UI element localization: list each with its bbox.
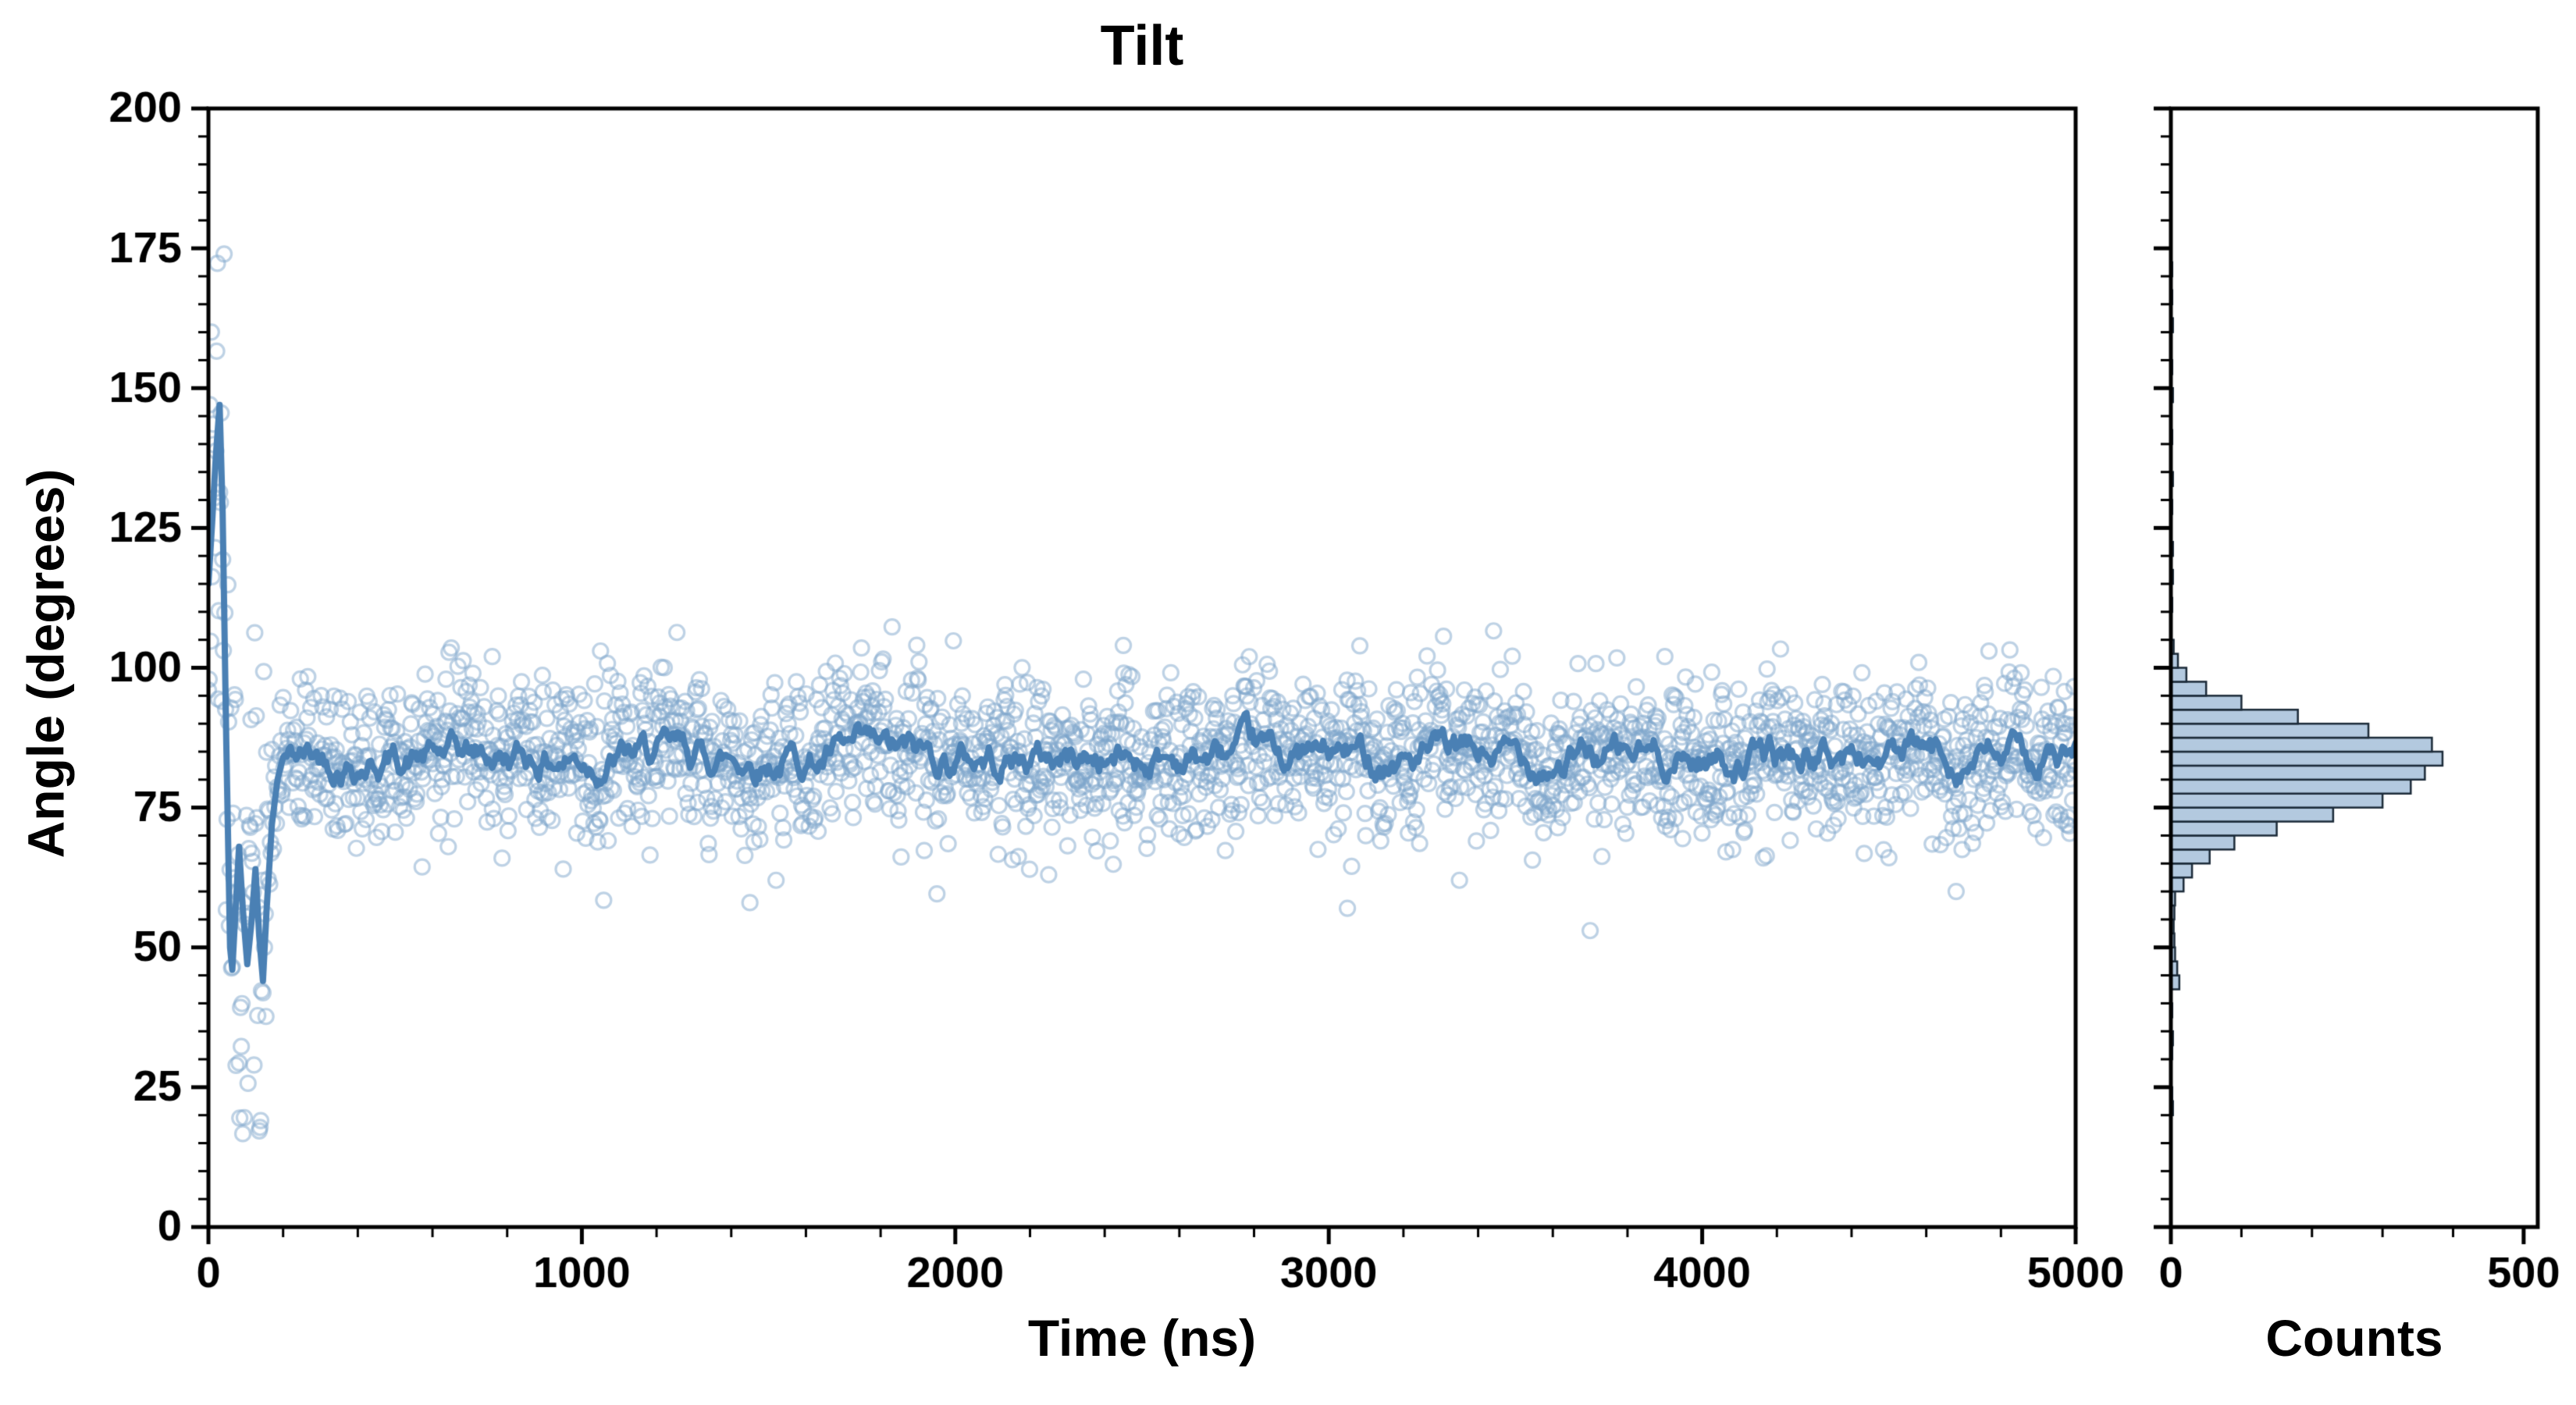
- x-axis-label: Time (ns): [1027, 1309, 1257, 1367]
- histogram-x-axis-label: Counts: [2265, 1309, 2443, 1367]
- chart-title: Tilt: [1100, 15, 1184, 77]
- y-axis-label: Angle (degrees): [16, 468, 75, 859]
